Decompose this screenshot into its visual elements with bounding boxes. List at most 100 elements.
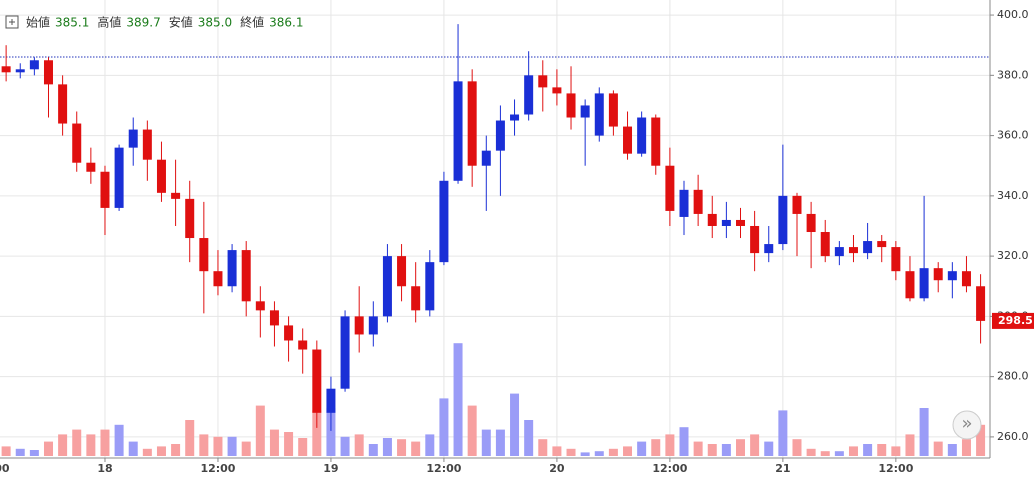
candle-body	[397, 256, 407, 287]
candle-body	[623, 126, 633, 154]
x-tick-label: 12:00	[0, 462, 10, 475]
candle-body	[100, 171, 110, 208]
volume-bar	[976, 424, 986, 456]
y-tick-label: 260.0	[997, 430, 1029, 443]
candle-body	[933, 268, 943, 281]
y-tick-label: 340.0	[997, 189, 1029, 202]
volume-bar	[735, 439, 745, 456]
volume-bar	[594, 451, 604, 456]
last-price-tag	[992, 312, 1034, 329]
volume-bar	[128, 441, 138, 456]
header-value: 385.0	[198, 16, 232, 30]
header-items: 始値 385.1 高値 389.7 安値 385.0 終値 386.1	[26, 15, 304, 30]
candle-body	[354, 316, 364, 335]
volume-bar	[481, 429, 491, 456]
y-tick-label: 320.0	[997, 249, 1029, 262]
x-tick-label: 21	[775, 462, 790, 475]
x-tick-label: 12:00	[426, 462, 461, 475]
volume-bar	[947, 444, 957, 456]
candle-body	[552, 87, 562, 94]
candle-body	[411, 286, 421, 311]
candle-body	[284, 325, 294, 341]
volume-bar	[933, 441, 943, 456]
candle-body	[961, 271, 971, 287]
candle-body	[43, 60, 53, 85]
candle-body	[580, 105, 590, 118]
candle-body	[905, 271, 915, 299]
volume-bar	[566, 448, 576, 456]
volume-bar	[961, 439, 971, 456]
candle-body	[792, 195, 802, 214]
candle-body	[976, 286, 986, 321]
volume-bar	[255, 405, 265, 456]
volume-bar	[43, 441, 53, 456]
volume-bar	[510, 393, 520, 456]
scroll-button[interactable]: »	[952, 410, 982, 440]
volume-bar	[1, 446, 11, 456]
volume-bar	[538, 439, 548, 456]
volume-bar	[58, 434, 68, 456]
candle-body	[750, 225, 760, 254]
candle-body	[114, 147, 124, 208]
candle-body	[764, 244, 774, 254]
candle-body	[128, 129, 138, 148]
candle-body	[86, 162, 96, 172]
volume-bar	[608, 448, 618, 456]
volume-bar	[227, 436, 237, 456]
x-tick-label: 18	[97, 462, 112, 475]
volume-bar	[524, 420, 534, 456]
volume-bar	[848, 446, 858, 456]
header-name: 始値	[26, 15, 50, 30]
volume-bar	[552, 446, 562, 456]
volume-bar	[312, 410, 322, 456]
candle-body	[171, 192, 181, 199]
candle-body	[735, 219, 745, 226]
volume-bar	[806, 448, 816, 456]
volume-bar	[156, 446, 166, 456]
volume-bar	[679, 427, 689, 456]
volume-bar	[693, 441, 703, 456]
candle-body	[368, 316, 378, 335]
header-name: 終値	[240, 15, 264, 30]
scroll-button-label[interactable]: »	[961, 413, 972, 434]
volume-bar	[382, 438, 392, 456]
candle-body	[863, 241, 873, 254]
candle-body	[1, 66, 11, 73]
candle-body	[510, 114, 520, 121]
volume-bar	[863, 444, 873, 456]
candle-body	[241, 250, 251, 302]
volume-bar	[298, 438, 308, 456]
x-tick-label: 20	[549, 462, 565, 475]
candle-body	[15, 69, 25, 73]
candle-body	[820, 232, 830, 257]
volume-bar	[919, 408, 929, 456]
candle-body	[439, 180, 449, 263]
volume-bar	[72, 429, 82, 456]
header-name: 安値	[169, 15, 193, 30]
volume-bar	[411, 441, 421, 456]
header: 始値 385.1 高値 389.7 安値 385.0 終値 386.1	[5, 15, 304, 30]
candle-body	[72, 123, 82, 163]
y-tick-label: 360.0	[997, 129, 1029, 142]
y-tick-label: 400.0	[997, 8, 1029, 21]
volume-bar	[891, 446, 901, 456]
candle-body	[848, 247, 858, 254]
volume-bar	[792, 439, 802, 456]
volume-bar	[834, 451, 844, 456]
x-tick-label: 12:00	[878, 462, 913, 475]
candle-body	[312, 349, 322, 413]
volume-bar	[905, 434, 915, 456]
volume-bar	[269, 429, 279, 456]
volume-bar	[721, 444, 731, 456]
volume-bar	[877, 444, 887, 456]
candle-body	[213, 271, 223, 287]
candle-body	[891, 247, 901, 272]
candle-body	[721, 219, 731, 226]
candle-body	[255, 301, 265, 311]
candle-body	[637, 117, 647, 154]
scroll-button-circle[interactable]	[952, 410, 982, 440]
last-price-label: 298.5	[998, 314, 1033, 327]
candle-body	[679, 189, 689, 217]
y-tick-label: 280.0	[997, 370, 1029, 383]
candle-body	[538, 75, 548, 88]
